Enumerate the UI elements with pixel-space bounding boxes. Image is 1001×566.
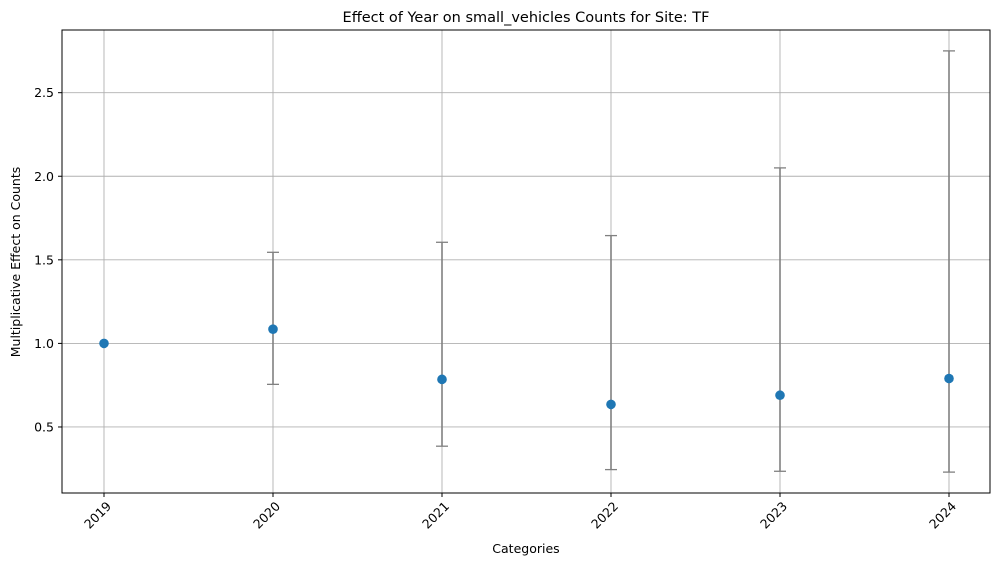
y-tick-label: 1.0 [34, 336, 54, 351]
x-tick-label: 2021 [419, 499, 452, 532]
plot-area-frame [61, 29, 991, 494]
y-tick-label: 2.0 [34, 169, 54, 184]
y-tick-label: 2.5 [34, 85, 54, 100]
grid-lines [62, 30, 990, 493]
data-point [775, 390, 785, 401]
y-axis-ticks: 0.5 1.0 1.5 2.0 2.5 [34, 85, 62, 434]
y-tick-label: 0.5 [34, 419, 54, 434]
data-point [99, 338, 109, 349]
x-axis-label: Categories [492, 541, 559, 556]
data-point [268, 324, 278, 334]
x-tick-label: 2023 [757, 499, 790, 532]
data-point [606, 399, 616, 410]
chart-title: Effect of Year on small_vehicles Counts … [343, 10, 710, 26]
x-tick-label: 2022 [588, 499, 621, 532]
data-point [437, 374, 447, 385]
data-points [99, 324, 954, 410]
error-bars [267, 50, 955, 473]
y-tick-label: 1.5 [34, 252, 54, 267]
x-tick-label: 2020 [250, 498, 283, 531]
x-tick-label: 2019 [81, 498, 114, 531]
y-axis-label: Multiplicative Effect on Counts [8, 167, 23, 358]
x-axis-ticks: 2019 2020 2021 2022 2023 2024 [81, 493, 959, 532]
x-tick-label: 2024 [926, 498, 959, 531]
data-point [944, 373, 954, 384]
